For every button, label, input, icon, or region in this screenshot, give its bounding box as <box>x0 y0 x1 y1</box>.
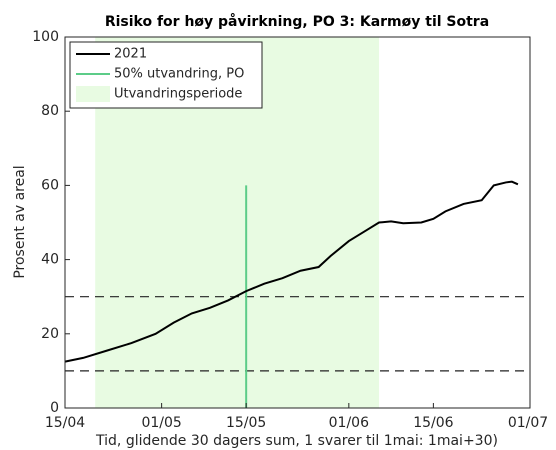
x-axis-label: Tid, glidende 30 dagers sum, 1 svarer ti… <box>95 433 498 449</box>
legend-label: 2021 <box>114 47 147 62</box>
chart-title: Risiko for høy påvirkning, PO 3: Karmøy … <box>105 13 489 30</box>
line <box>64 180 519 363</box>
y-tick-label: 100 <box>32 29 59 45</box>
legend-label: 50% utvandring, PO <box>114 67 244 82</box>
y-tick-label: 40 <box>41 252 59 268</box>
y-tick-label: 0 <box>50 400 59 416</box>
x-tick-label: 01/07 <box>508 415 548 431</box>
x-tick-label: 15/05 <box>226 415 266 431</box>
y-tick-label: 20 <box>41 326 59 342</box>
y-axis-label: Prosent av areal <box>12 165 28 278</box>
x-tick-label: 01/05 <box>141 415 181 431</box>
y-tick-label: 80 <box>41 103 59 119</box>
legend-label: Utvandringsperiode <box>114 87 242 102</box>
x-tick-label: 15/04 <box>45 415 85 431</box>
x-tick-label: 15/06 <box>413 415 453 431</box>
legend-swatch <box>76 86 110 102</box>
axes-box <box>64 36 531 409</box>
y-tick-label: 60 <box>41 177 59 193</box>
x-tick-label: 01/06 <box>329 415 369 431</box>
